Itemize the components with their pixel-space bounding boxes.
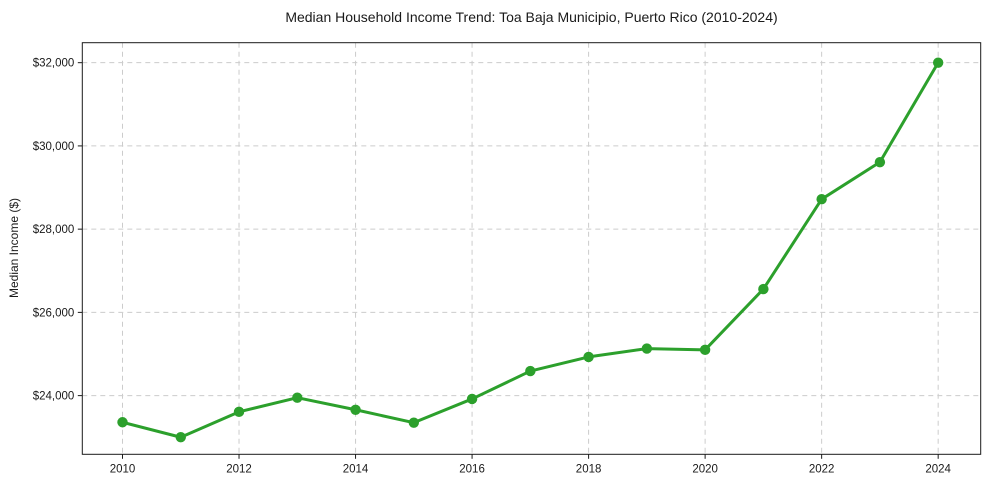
data-point <box>758 283 769 295</box>
trend-line <box>121 61 940 439</box>
data-point <box>816 193 827 205</box>
data-point <box>466 393 478 405</box>
data-point <box>583 351 594 363</box>
data-point <box>350 404 361 415</box>
y-tick-label: $28,000 <box>33 224 75 236</box>
data-point <box>233 406 245 418</box>
data-point <box>408 417 420 428</box>
data-point <box>525 365 536 377</box>
x-tick-label: 2024 <box>925 463 951 475</box>
y-tick-label: $32,000 <box>33 58 75 70</box>
y-tick-label: $26,000 <box>33 307 75 319</box>
x-tick-label: 2014 <box>343 463 369 475</box>
data-point <box>874 156 886 168</box>
data-point <box>292 392 303 403</box>
y-tick-label: $30,000 <box>33 141 75 153</box>
y-tick-label: $24,000 <box>33 391 75 403</box>
chart-title: Median Household Income Trend: Toa Baja … <box>285 9 778 25</box>
x-tick-label: 2010 <box>110 463 136 475</box>
data-point <box>117 417 128 428</box>
data-point <box>175 432 186 443</box>
x-tick-label: 2020 <box>692 463 718 475</box>
x-tick-label: 2016 <box>459 463 485 475</box>
x-tick-label: 2018 <box>576 463 602 475</box>
x-tick-label: 2022 <box>809 463 835 475</box>
data-point <box>641 343 653 354</box>
data-point <box>699 344 711 356</box>
x-tick-label: 2012 <box>226 463 252 475</box>
plot-border <box>81 42 982 455</box>
data-point <box>932 57 944 68</box>
